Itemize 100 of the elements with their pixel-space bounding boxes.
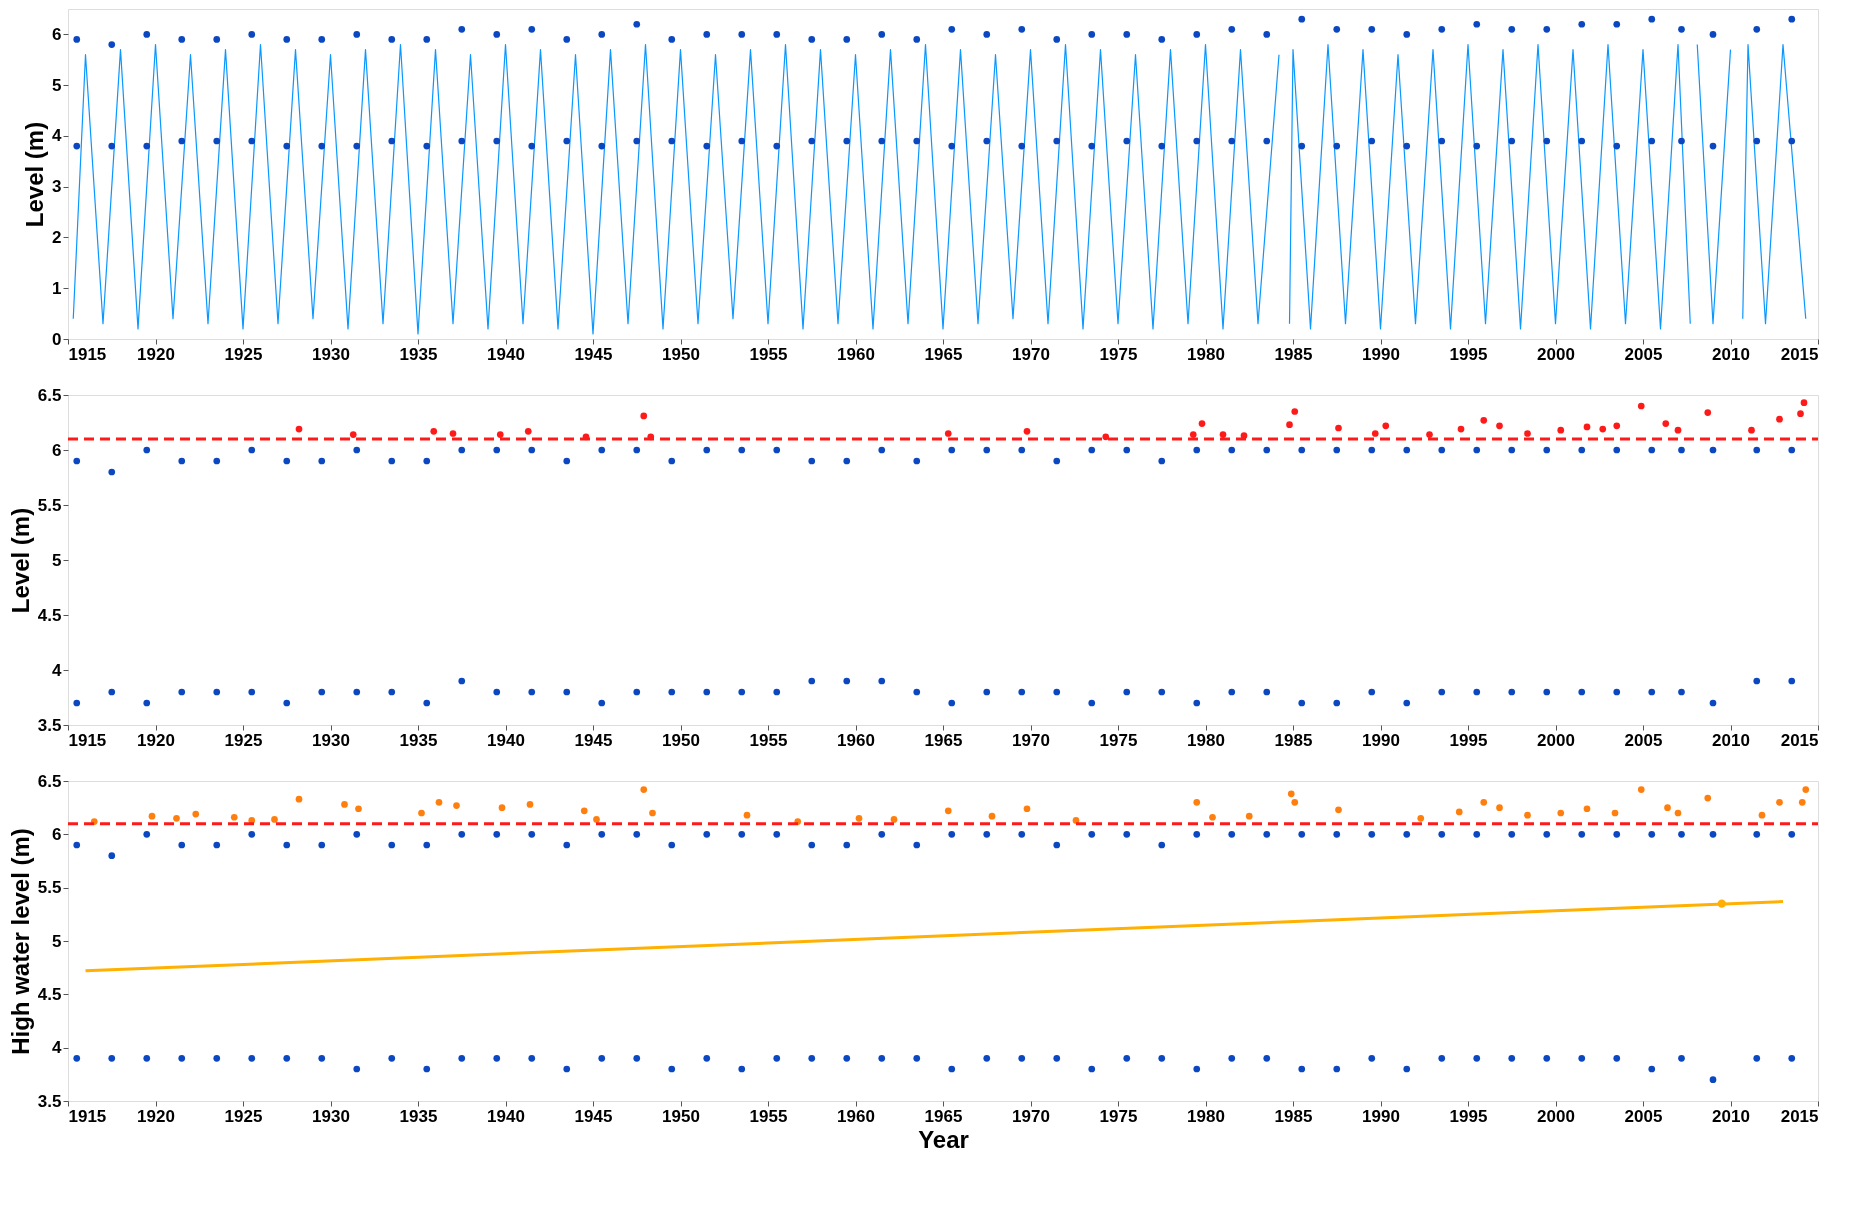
x-tick-label: 1985 [1274, 730, 1313, 750]
point [580, 807, 588, 815]
x-tick-label: 1965 [924, 1106, 963, 1126]
y-tick-label: 6 [52, 824, 62, 844]
point [1291, 408, 1299, 415]
x-tick-label: 2000 [1537, 730, 1575, 750]
x-axis-title: Year [918, 1125, 969, 1153]
point [1662, 420, 1670, 427]
point [453, 802, 460, 809]
point [524, 427, 532, 435]
x-tick-label: 1960 [837, 1106, 875, 1126]
y-tick-label: 5 [52, 931, 62, 951]
point [1291, 798, 1299, 806]
point [1524, 430, 1531, 437]
x-tick-label: 2015 [1780, 344, 1819, 364]
x-tick-label: 1940 [487, 1106, 525, 1126]
point [1480, 416, 1488, 424]
point [649, 809, 656, 817]
x-tick-label: 1955 [749, 730, 788, 750]
x-tick-label: 1960 [837, 344, 875, 364]
y-tick-label: 3 [52, 177, 62, 197]
y-tick-label: 5.5 [37, 878, 62, 898]
x-tick-label: 1995 [1449, 730, 1488, 750]
x-tick-label: 2015 [1780, 1106, 1819, 1126]
point [496, 431, 504, 438]
x-tick-label: 1915 [68, 1106, 107, 1126]
point [1704, 794, 1712, 802]
x-tick-label: 1980 [1187, 344, 1225, 364]
y-tick-label: 4 [52, 1038, 63, 1058]
y-tick-label: 4.5 [37, 984, 62, 1004]
x-tick-label: 1965 [924, 344, 963, 364]
x-tick-label: 2005 [1624, 344, 1663, 364]
x-tick-label: 1975 [1099, 344, 1138, 364]
point [1023, 805, 1031, 813]
y-tick-label: 6.5 [37, 771, 62, 791]
point [1496, 804, 1503, 812]
point [1613, 422, 1621, 430]
point [1245, 812, 1253, 820]
point [890, 816, 898, 823]
x-tick-label: 1985 [1274, 344, 1313, 364]
y-tick-label: 4.5 [37, 605, 62, 625]
x-tick-label: 1975 [1099, 1106, 1138, 1126]
point [418, 809, 425, 817]
x-tick-label: 1935 [399, 1106, 438, 1126]
point [1583, 805, 1591, 813]
point [1189, 431, 1197, 438]
x-tick-label: 1955 [749, 344, 788, 364]
x-tick-label: 1950 [662, 730, 700, 750]
x-tick-label: 1990 [1362, 730, 1400, 750]
x-tick-label: 1995 [1449, 1106, 1488, 1126]
y-tick-label: 5.5 [37, 495, 62, 515]
point [435, 798, 443, 806]
x-tick-label: 2010 [1712, 730, 1750, 750]
x-tick-label: 1970 [1012, 344, 1050, 364]
point [1286, 421, 1293, 429]
point [526, 801, 534, 808]
point [988, 812, 996, 820]
x-tick-label: 1920 [137, 1106, 175, 1126]
x-tick-label: 1925 [224, 344, 263, 364]
x-tick-label: 1940 [487, 730, 525, 750]
x-tick-label: 1930 [312, 1106, 350, 1126]
point [743, 811, 751, 819]
point [1583, 423, 1591, 431]
point [295, 425, 303, 433]
point [1287, 790, 1295, 798]
point [1335, 806, 1342, 814]
y-tick-label: 6 [52, 440, 62, 460]
x-tick-label: 1990 [1362, 1106, 1400, 1126]
point [1798, 798, 1806, 806]
x-tick-label: 1970 [1012, 1106, 1050, 1126]
y-axis-title: Level (m) [21, 121, 49, 228]
point [192, 810, 200, 818]
point [1209, 813, 1216, 821]
y-tick-label: 5 [52, 550, 62, 570]
point [1455, 808, 1463, 816]
point [1717, 899, 1726, 908]
point [449, 430, 457, 437]
point [1800, 399, 1808, 407]
point [1599, 425, 1607, 433]
x-tick-label: 1980 [1187, 1106, 1225, 1126]
point [1802, 786, 1810, 793]
point [593, 816, 600, 823]
point [1524, 811, 1531, 819]
point [1776, 415, 1783, 423]
x-tick-label: 1915 [68, 344, 107, 364]
x-tick-label: 1945 [574, 1106, 613, 1126]
x-tick-label: 1965 [924, 730, 963, 750]
point [944, 807, 952, 815]
y-tick-label: 6 [52, 24, 62, 44]
x-tick-label: 1990 [1362, 344, 1400, 364]
point [295, 795, 303, 803]
x-tick-label: 1930 [312, 344, 350, 364]
point [1776, 798, 1783, 806]
point [1371, 430, 1379, 437]
point [1240, 432, 1248, 440]
point [1557, 426, 1565, 434]
x-tick-label: 2010 [1712, 344, 1750, 364]
point [1480, 798, 1488, 806]
y-tick-label: 3.5 [37, 1091, 62, 1111]
x-tick-label: 1950 [662, 1106, 700, 1126]
